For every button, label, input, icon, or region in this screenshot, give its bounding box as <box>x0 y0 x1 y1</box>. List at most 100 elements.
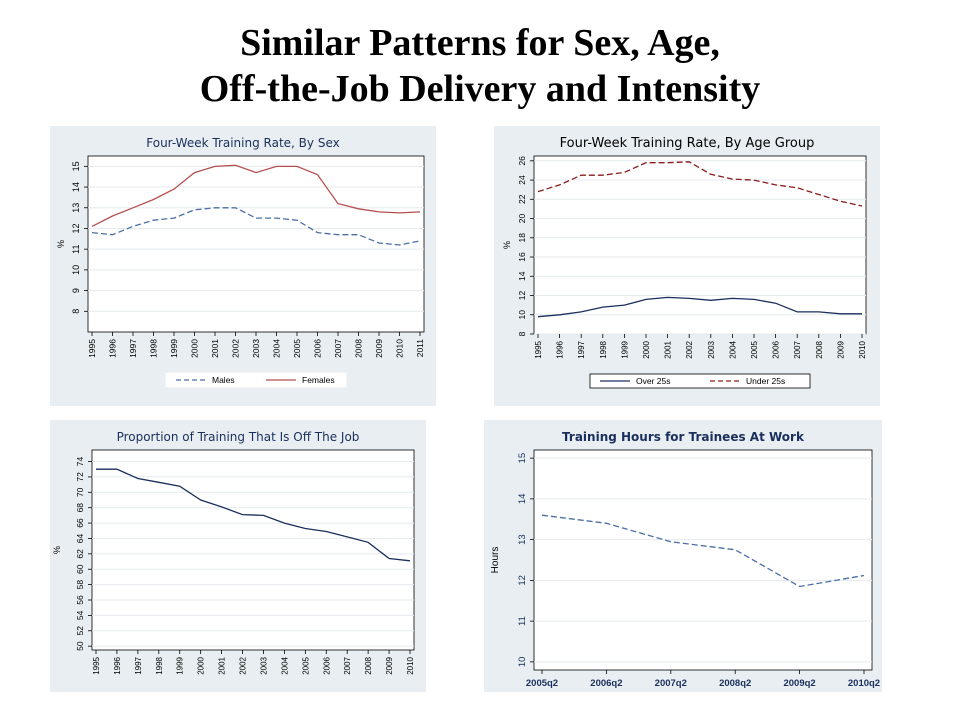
x-tick-label: 2008 <box>364 656 373 674</box>
x-tick-label: 2009q2 <box>783 678 815 689</box>
y-tick-label: 22 <box>517 194 527 204</box>
chart-title: Proportion of Training That Is Off The J… <box>116 430 360 444</box>
x-tick-label: 2007 <box>793 340 802 358</box>
chart-svg-training-by-age: 8 10 12 14 16 18 20 22 24 26% 1995 1996 1997 1998 1999… <box>502 155 867 389</box>
y-tick-label: 10 <box>71 265 81 275</box>
y-tick-label: 50 <box>75 641 85 651</box>
slide-title-line-1: Similar Patterns for Sex, Age, <box>240 22 720 64</box>
y-tick-label: 74 <box>75 457 85 467</box>
y-tick-label: 9 <box>71 288 81 293</box>
plot-area <box>87 155 425 333</box>
y-tick-label: 52 <box>75 626 85 636</box>
y-tick-label: 58 <box>75 580 85 590</box>
y-tick-label: 12 <box>71 223 81 233</box>
chart-title: Four-Week Training Rate, By Sex <box>146 136 340 150</box>
y-tick-label: 24 <box>517 175 527 185</box>
plot-area <box>533 155 867 335</box>
chart-svg-training-by-sex: 8 9 10 11 12 13 14 15% 1995 1996 1997 1998 1999 2000 2… <box>56 155 425 388</box>
x-tick-label: 1998 <box>155 656 164 674</box>
y-tick-label: 72 <box>75 472 85 482</box>
legend-box <box>165 372 347 388</box>
x-tick-label: 2009 <box>385 656 394 674</box>
plot-area <box>91 449 415 651</box>
y-tick-label: 62 <box>75 549 85 559</box>
chart-title: Four-Week Training Rate, By Age Group <box>559 136 815 151</box>
x-tick-label: 1997 <box>128 339 138 358</box>
x-tick-label: 2004 <box>728 340 737 358</box>
x-tick-label: 1995 <box>92 656 101 674</box>
x-tick-label: 2006 <box>313 339 323 358</box>
legend-box <box>589 373 811 389</box>
y-tick-label: 54 <box>75 610 85 620</box>
series-line-over-25s <box>537 296 862 318</box>
x-tick-label: 2007 <box>343 656 352 674</box>
y-tick-label: 56 <box>75 595 85 605</box>
x-tick-label: 2003 <box>259 656 268 674</box>
x-tick-label: 1997 <box>134 656 143 674</box>
x-tick-label: 2009 <box>836 340 845 358</box>
x-tick-label: 2004 <box>272 339 282 358</box>
x-tick-label: 1998 <box>149 339 159 358</box>
y-tick-label: 16 <box>517 252 527 262</box>
x-tick-label: 1995 <box>534 340 543 358</box>
slide-title: Similar Patterns for Sex, Age, Off-the-J… <box>0 20 960 112</box>
x-tick-label: 2007 <box>333 339 343 358</box>
x-tick-label: 1999 <box>620 340 629 358</box>
chart-panel-training-by-sex: Four-Week Training Rate, By Sex 8 9 10 11 12… <box>50 126 436 406</box>
x-tick-label: 2001 <box>664 340 673 358</box>
x-tick-label: 2006 <box>772 340 781 358</box>
legend-label: Females <box>302 375 335 385</box>
y-axis-label: Hours <box>490 547 501 574</box>
x-tick-label: 1996 <box>556 340 565 358</box>
legend-label: Males <box>212 375 235 385</box>
series-line-males <box>91 207 421 246</box>
x-tick-label: 2001 <box>210 339 220 358</box>
legend-label: Under 25s <box>746 376 785 386</box>
slide-title-line-2: Off-the-Job Delivery and Intensity <box>199 68 761 110</box>
x-tick-label: 2003 <box>707 340 716 358</box>
x-tick-label: 2003 <box>251 339 261 358</box>
x-tick-label: 1997 <box>577 340 586 358</box>
x-tick-label: 2005 <box>301 656 310 674</box>
x-tick-label: 2000 <box>190 339 200 358</box>
x-tick-label: 2005 <box>292 339 302 358</box>
y-tick-label: 64 <box>75 533 85 543</box>
y-tick-label: 14 <box>71 182 81 192</box>
y-tick-label: 13 <box>71 203 81 213</box>
x-tick-label: 2006 <box>322 656 331 674</box>
plot-area <box>533 449 873 671</box>
x-tick-label: 2005q2 <box>526 678 558 689</box>
y-tick-label: 68 <box>75 503 85 513</box>
x-tick-label: 1998 <box>599 340 608 358</box>
x-tick-label: 1996 <box>108 339 118 358</box>
y-tick-label: 18 <box>517 233 527 243</box>
x-tick-label: 2002 <box>231 339 241 358</box>
y-tick-label: 14 <box>517 271 527 281</box>
y-tick-label: 10 <box>517 310 527 320</box>
chart-panel-training-by-age: Four-Week Training Rate, By Age Group 8 1… <box>494 126 880 406</box>
x-tick-label: 2004 <box>280 656 289 674</box>
x-tick-label: 2000 <box>197 656 206 674</box>
y-tick-label: 13 <box>517 534 528 545</box>
x-tick-label: 2002 <box>239 656 248 674</box>
x-tick-label: 2008q2 <box>719 678 751 689</box>
y-tick-label: 20 <box>517 214 527 224</box>
x-tick-label: 2008 <box>354 339 364 358</box>
x-tick-label: 1999 <box>176 656 185 674</box>
y-tick-label: 11 <box>71 245 81 254</box>
series-line-females <box>91 164 421 227</box>
x-tick-label: 2010 <box>858 340 867 358</box>
chart-panel-training-hours: Training Hours for Trainees At Work 10 11… <box>484 420 882 692</box>
x-tick-label: 2001 <box>218 656 227 674</box>
x-tick-label: 2011 <box>415 339 425 358</box>
y-tick-label: 66 <box>75 518 85 528</box>
series-line-0 <box>96 468 411 562</box>
y-tick-label: 10 <box>517 657 528 668</box>
y-axis-label: % <box>52 546 62 554</box>
chart-panel-off-the-job: Proportion of Training That Is Off The J… <box>50 420 426 692</box>
y-tick-label: 8 <box>71 309 81 314</box>
y-tick-label: 12 <box>517 291 527 301</box>
y-axis-label: % <box>502 241 512 249</box>
y-tick-label: 15 <box>71 161 81 171</box>
y-tick-label: 60 <box>75 564 85 574</box>
